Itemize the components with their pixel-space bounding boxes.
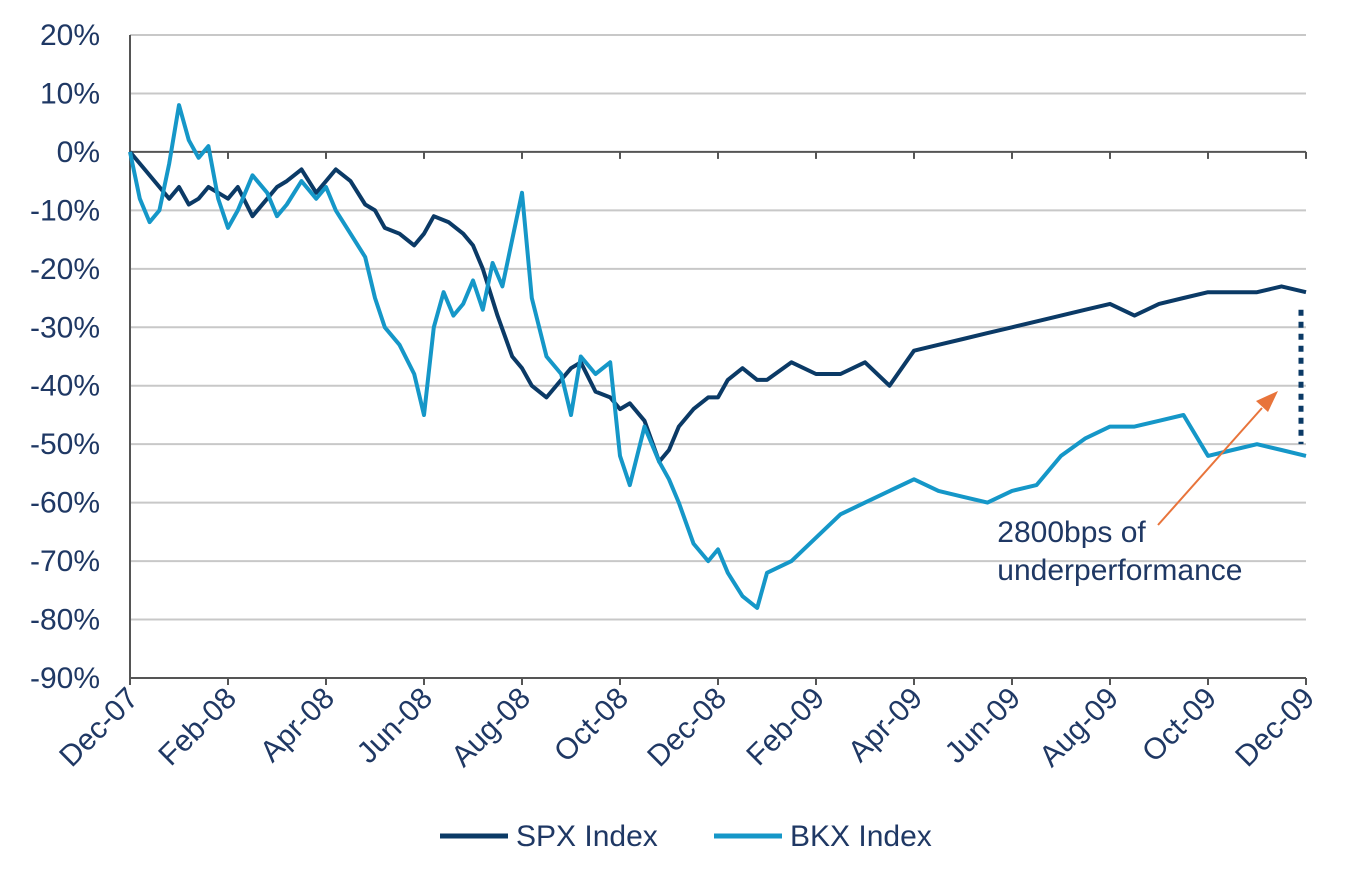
y-tick-label: 10%	[40, 77, 100, 110]
x-tick-label: Aug-08	[445, 682, 537, 774]
y-tick-label: -60%	[30, 487, 100, 520]
spx-index-line	[128, 150, 1307, 464]
x-tick-label: Apr-08	[254, 682, 341, 769]
x-tick-label: Feb-08	[152, 682, 243, 773]
chart-annotations	[1157, 309, 1304, 526]
x-tick-label: Oct-08	[548, 682, 635, 769]
y-tick-label: 20%	[40, 19, 100, 52]
x-tick-label: Oct-09	[1136, 682, 1223, 769]
legend-label: BKX Index	[790, 820, 932, 853]
y-tick-label: -90%	[30, 662, 100, 695]
y-tick-label: -50%	[30, 428, 100, 461]
x-tick-label: Jun-08	[351, 682, 439, 770]
y-tick-label: -10%	[30, 194, 100, 227]
annotation-text: 2800bps of	[997, 516, 1146, 549]
arrow-head	[1256, 391, 1278, 412]
y-tick-label: -80%	[30, 604, 100, 637]
y-tick-label: -20%	[30, 253, 100, 286]
bkx-index-line	[128, 103, 1307, 610]
y-axis-ticks: 20% 10% 0% -10% -20% -30% -40% -50% -60% -70% -80%…	[30, 19, 100, 695]
arrow-line	[1157, 407, 1263, 526]
x-axis-ticks: Dec-07 Feb-08 Apr-08 Jun-08 Aug-08 Oct-08 Dec-…	[53, 682, 1321, 774]
x-tick-label: Jun-09	[939, 682, 1027, 770]
legend-label: SPX Index	[516, 820, 658, 853]
x-tick-label: Dec-08	[641, 682, 733, 774]
x-tick-label: Dec-09	[1229, 682, 1321, 774]
annotation-text: underperformance	[997, 554, 1242, 587]
x-tick-label: Feb-09	[740, 682, 831, 773]
legend: SPX Index BKX Index	[440, 820, 932, 853]
annotation-text: 2800bps of underperformance	[997, 516, 1242, 587]
x-tick-label: Dec-07	[53, 682, 145, 774]
series-lines	[128, 103, 1307, 610]
y-tick-label: -70%	[30, 545, 100, 578]
y-tick-label: -30%	[30, 311, 100, 344]
gridlines	[130, 34, 1306, 621]
y-tick-label: -40%	[30, 370, 100, 403]
x-tick-label: Apr-09	[842, 682, 929, 769]
x-tick-label: Aug-09	[1033, 682, 1125, 774]
y-tick-label: 0%	[57, 136, 100, 169]
axes	[129, 35, 1307, 685]
